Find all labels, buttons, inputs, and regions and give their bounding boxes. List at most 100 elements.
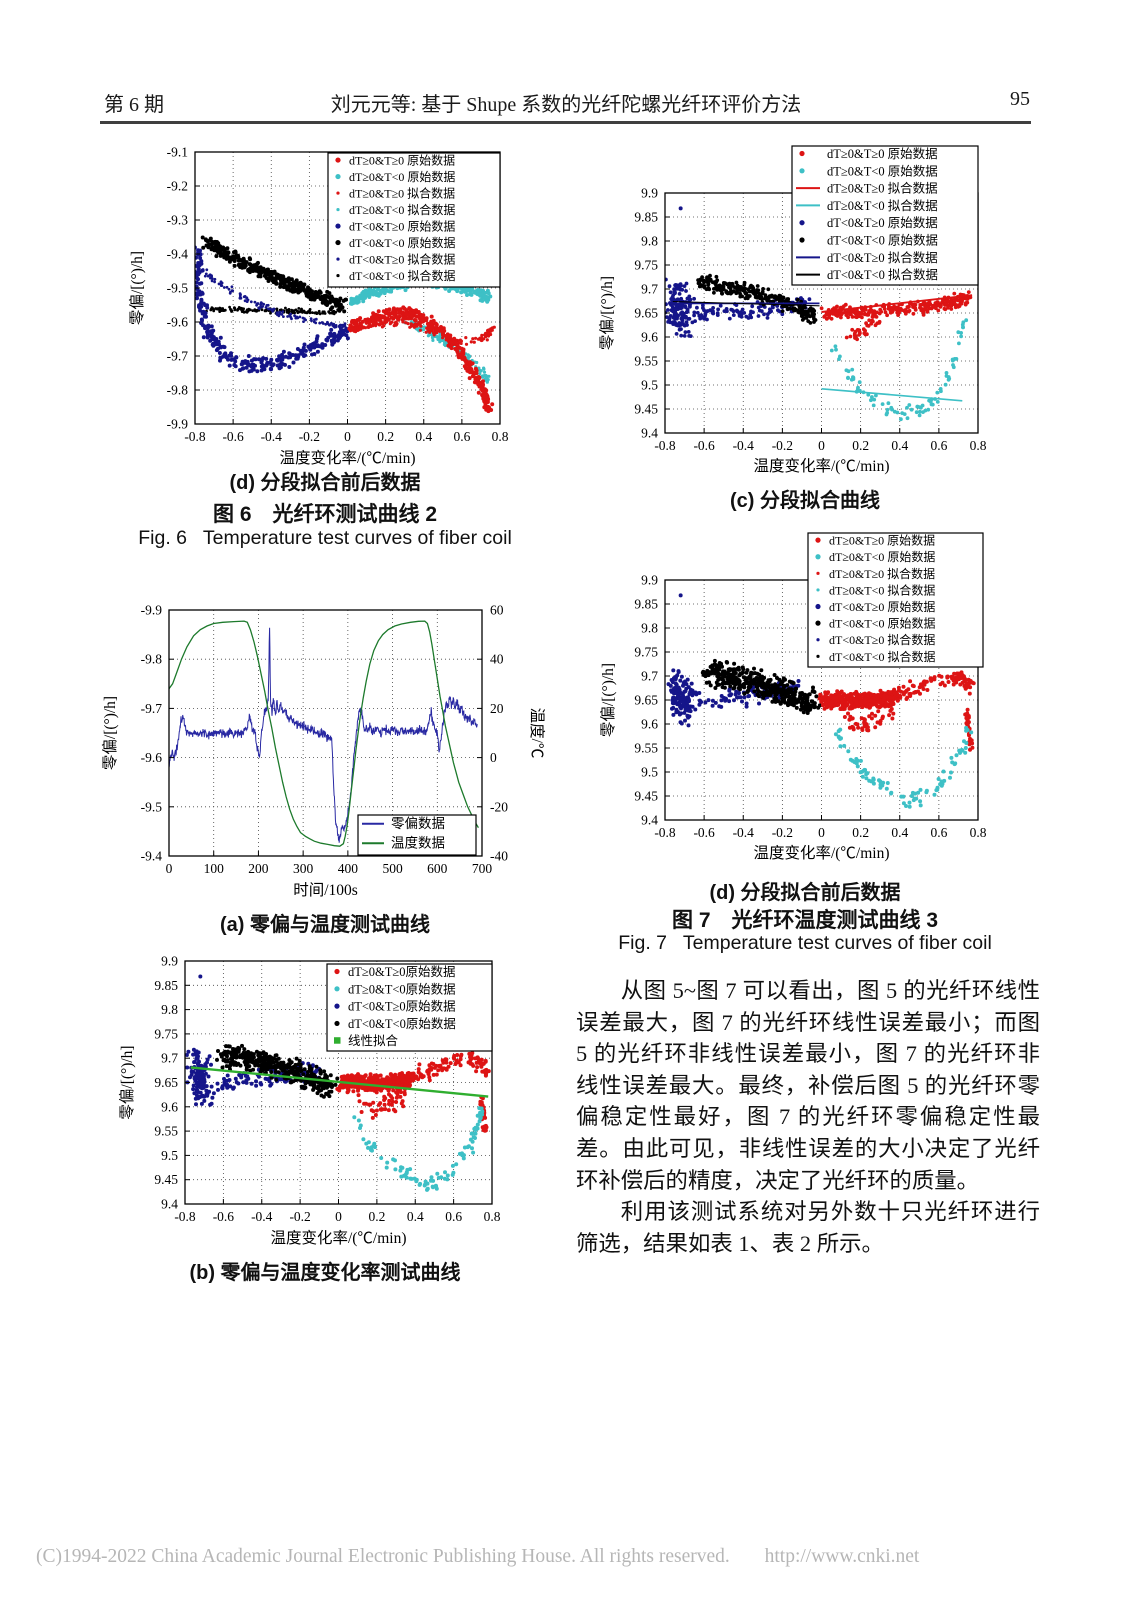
svg-text:9.5: 9.5 bbox=[161, 1148, 178, 1163]
svg-text:-9.4: -9.4 bbox=[141, 849, 163, 864]
svg-text:9.55: 9.55 bbox=[154, 1124, 178, 1139]
svg-text:-9.6: -9.6 bbox=[141, 750, 163, 765]
fig7b-scatter-chart: -0.8 -0.6 -0.4 -0.2 0 0.2 0.4 0.6 0.8 9.9 9.85 9.8 9… bbox=[118, 954, 501, 1248]
svg-text:9.85: 9.85 bbox=[634, 210, 658, 225]
svg-text:-9.4: -9.4 bbox=[167, 247, 189, 262]
svg-text:温度数据: 温度数据 bbox=[391, 836, 445, 851]
svg-text:200: 200 bbox=[248, 861, 269, 876]
svg-text:9.5: 9.5 bbox=[641, 378, 658, 393]
svg-text:零偏/[(°)/h]: 零偏/[(°)/h] bbox=[118, 1045, 136, 1119]
fig7b-caption: (b) 零偏与温度变化率测试曲线 bbox=[189, 1262, 461, 1284]
svg-text:-0.8: -0.8 bbox=[174, 1209, 196, 1224]
fig7c-scatter-chart: -0.8 -0.6 -0.4 -0.2 0 0.2 0.4 0.6 0.8 9.9 9.85 9.8 9… bbox=[598, 145, 987, 475]
svg-text:0.8: 0.8 bbox=[970, 438, 987, 453]
svg-text:-0.6: -0.6 bbox=[693, 438, 715, 453]
svg-text:0.2: 0.2 bbox=[852, 438, 869, 453]
svg-text:0: 0 bbox=[490, 750, 497, 765]
svg-text:-0.2: -0.2 bbox=[772, 438, 793, 453]
fig7c-caption: (c) 分段拟合曲线 bbox=[730, 490, 880, 512]
svg-text:dT<0&T≥0 拟合数据: dT<0&T≥0 拟合数据 bbox=[349, 252, 455, 267]
svg-text:0.8: 0.8 bbox=[484, 1209, 501, 1224]
svg-text:9.6: 9.6 bbox=[641, 330, 658, 345]
fig6d-scatter-chart: -0.8 -0.6 -0.4 -0.2 0 0.2 0.4 0.6 0.8 -9.1 -9.2 -9.… bbox=[128, 145, 509, 468]
svg-text:零偏/[(°)/h]: 零偏/[(°)/h] bbox=[598, 276, 616, 350]
svg-text:-9.7: -9.7 bbox=[141, 701, 163, 716]
svg-text:9.65: 9.65 bbox=[154, 1075, 178, 1090]
svg-text:-0.8: -0.8 bbox=[654, 438, 676, 453]
svg-text:0.4: 0.4 bbox=[891, 438, 908, 453]
body-text-column: 从图 5~图 7 可以看出，图 5 的光纤环线性误差最大，图 7 的光纤环线性误… bbox=[576, 975, 1040, 1259]
fig6d-caption: (d) 分段拟合前后数据 bbox=[229, 472, 421, 494]
svg-text:dT<0&T<0原始数据: dT<0&T<0原始数据 bbox=[348, 1016, 456, 1031]
svg-text:60: 60 bbox=[490, 603, 504, 618]
svg-text:9.4: 9.4 bbox=[161, 1197, 178, 1212]
footer: (C)1994-2022 China Academic Journal Elec… bbox=[36, 1546, 919, 1568]
svg-text:9.75: 9.75 bbox=[634, 258, 658, 273]
svg-text:9.7: 9.7 bbox=[161, 1051, 178, 1066]
svg-text:时间/100s: 时间/100s bbox=[293, 881, 358, 899]
fig6-caption-zh: 图 6 光纤环测试曲线 2 bbox=[212, 503, 438, 526]
svg-text:dT≥0&T<0 拟合数据: dT≥0&T<0 拟合数据 bbox=[349, 202, 455, 217]
svg-text:9.8: 9.8 bbox=[161, 1002, 178, 1017]
svg-text:-0.6: -0.6 bbox=[222, 429, 244, 444]
svg-text:dT<0&T≥0原始数据: dT<0&T≥0原始数据 bbox=[348, 999, 456, 1014]
svg-text:-9.9: -9.9 bbox=[167, 417, 189, 432]
svg-text:-9.1: -9.1 bbox=[167, 145, 188, 160]
svg-text:零偏数据: 零偏数据 bbox=[391, 816, 445, 831]
svg-text:dT<0&T<0 拟合数据: dT<0&T<0 拟合数据 bbox=[349, 268, 456, 283]
svg-text:0.6: 0.6 bbox=[453, 429, 470, 444]
header-rule bbox=[100, 121, 1031, 124]
svg-text:0.2: 0.2 bbox=[377, 429, 394, 444]
body-paragraph-2: 利用该测试系统对另外数十只光纤环进行筛选，结果如表 1、表 2 所示。 bbox=[576, 1199, 1040, 1256]
svg-text:-0.4: -0.4 bbox=[733, 438, 755, 453]
svg-text:-9.7: -9.7 bbox=[167, 349, 189, 364]
svg-text:温度变化率/(℃/min): 温度变化率/(℃/min) bbox=[270, 1229, 406, 1247]
svg-text:0.8: 0.8 bbox=[492, 429, 509, 444]
svg-text:dT≥0&T≥0 原始数据: dT≥0&T≥0 原始数据 bbox=[827, 146, 938, 161]
svg-text:零偏/[(°)/h]: 零偏/[(°)/h] bbox=[128, 251, 146, 325]
svg-text:9.6: 9.6 bbox=[161, 1099, 178, 1114]
svg-text:9.75: 9.75 bbox=[154, 1026, 178, 1041]
svg-text:-0.2: -0.2 bbox=[299, 429, 320, 444]
svg-text:0.6: 0.6 bbox=[930, 438, 947, 453]
header-page-number: 95 bbox=[1010, 88, 1030, 110]
svg-text:dT<0&T<0 拟合数据: dT<0&T<0 拟合数据 bbox=[827, 267, 938, 282]
svg-text:9.9: 9.9 bbox=[641, 186, 658, 201]
svg-text:0: 0 bbox=[344, 429, 351, 444]
svg-text:100: 100 bbox=[204, 861, 225, 876]
svg-text:-9.6: -9.6 bbox=[167, 315, 189, 330]
svg-text:dT≥0&T≥0 原始数据: dT≥0&T≥0 原始数据 bbox=[349, 153, 455, 168]
svg-text:零偏/[(°)/h]: 零偏/[(°)/h] bbox=[101, 696, 119, 770]
svg-text:400: 400 bbox=[338, 861, 359, 876]
svg-text:dT≥0&T<0 拟合数据: dT≥0&T<0 拟合数据 bbox=[827, 198, 938, 213]
svg-text:dT≥0&T<0原始数据: dT≥0&T<0原始数据 bbox=[348, 981, 456, 996]
header-running-title: 刘元元等: 基于 Shupe 系数的光纤陀螺光纤环评价方法 bbox=[330, 94, 802, 116]
fig7a-caption: (a) 零偏与温度测试曲线 bbox=[220, 914, 430, 936]
svg-text:9.65: 9.65 bbox=[634, 306, 658, 321]
svg-text:0: 0 bbox=[818, 438, 825, 453]
svg-text:dT<0&T≥0 原始数据: dT<0&T≥0 原始数据 bbox=[827, 215, 938, 230]
svg-text:-9.3: -9.3 bbox=[167, 213, 189, 228]
svg-text:dT≥0&T<0 原始数据: dT≥0&T<0 原始数据 bbox=[827, 163, 938, 178]
svg-text:-9.5: -9.5 bbox=[141, 799, 163, 814]
svg-text:-9.8: -9.8 bbox=[167, 383, 189, 398]
svg-text:600: 600 bbox=[427, 861, 448, 876]
body-paragraph-1: 从图 5~图 7 可以看出，图 5 的光纤环线性误差最大，图 7 的光纤环线性误… bbox=[576, 978, 1040, 1193]
svg-text:9.55: 9.55 bbox=[634, 354, 658, 369]
svg-text:0: 0 bbox=[166, 861, 173, 876]
svg-text:线性拟合: 线性拟合 bbox=[348, 1033, 399, 1048]
svg-text:20: 20 bbox=[490, 701, 504, 716]
svg-text:dT<0&T<0 原始数据: dT<0&T<0 原始数据 bbox=[349, 235, 456, 250]
svg-text:-9.8: -9.8 bbox=[141, 652, 163, 667]
svg-text:-40: -40 bbox=[490, 849, 508, 864]
svg-text:温度变化率/(℃/min): 温度变化率/(℃/min) bbox=[753, 457, 889, 475]
svg-text:-0.6: -0.6 bbox=[213, 1209, 235, 1224]
fig7a-line-chart: 0 100 200 300 400 500 600 700-9.9-9.8-9.7-9.6-9… bbox=[101, 603, 546, 900]
svg-text:-9.2: -9.2 bbox=[167, 179, 188, 194]
svg-text:9.7: 9.7 bbox=[641, 282, 658, 297]
fig6-caption-en: Fig. 6 Temperature test curves of fiber … bbox=[138, 527, 512, 549]
svg-text:40: 40 bbox=[490, 652, 504, 667]
svg-text:-0.8: -0.8 bbox=[184, 429, 206, 444]
svg-text:-0.4: -0.4 bbox=[251, 1209, 273, 1224]
svg-text:9.8: 9.8 bbox=[641, 234, 658, 249]
